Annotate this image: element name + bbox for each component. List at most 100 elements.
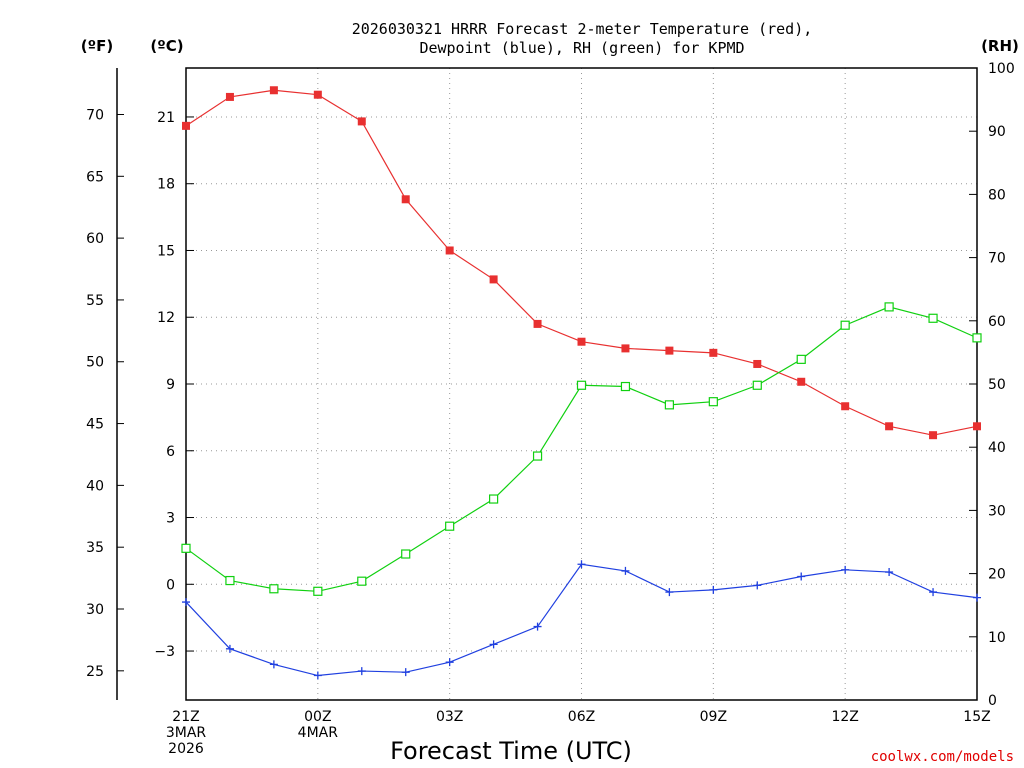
- x-tick-label: 00Z: [304, 709, 331, 725]
- x-tick-label: 4MAR: [298, 725, 339, 741]
- temperature-point: [533, 319, 542, 328]
- rh-point: [576, 380, 587, 390]
- rh-point: [225, 575, 235, 586]
- rh-tick-label: 100: [988, 61, 1015, 77]
- temperature-point: [885, 422, 894, 431]
- fahrenheit-tick-label: 25: [86, 664, 104, 680]
- rh-point: [664, 400, 674, 410]
- fahrenheit-tick-label: 70: [86, 107, 104, 123]
- temperature-point: [401, 195, 410, 204]
- rh-point: [445, 521, 455, 531]
- dewpoint-point: [841, 565, 850, 574]
- dewpoint-point: [885, 568, 894, 577]
- fahrenheit-tick-label: 60: [86, 231, 104, 247]
- temperature-point: [357, 117, 366, 126]
- temperature-point: [621, 344, 630, 353]
- temperature-point: [313, 90, 322, 99]
- rh-point: [357, 576, 367, 586]
- rh-tick-label: 90: [988, 124, 1006, 140]
- temperature-point: [489, 275, 498, 284]
- rh-point: [401, 549, 411, 559]
- celsius-tick-label: 12: [157, 310, 175, 326]
- x-tick-label: 3MAR: [166, 725, 207, 741]
- x-tick-label: 15Z: [963, 709, 990, 725]
- rh-point: [752, 380, 762, 390]
- x-tick-label: 03Z: [436, 709, 463, 725]
- celsius-tick-label: 18: [157, 177, 175, 193]
- rh-tick-label: 80: [988, 187, 1006, 203]
- grid-lines: [186, 68, 977, 700]
- x-tick-label: 12Z: [831, 709, 858, 725]
- rh-point: [181, 543, 191, 553]
- data-series: [181, 86, 982, 680]
- chart-title-line2: Dewpoint (blue), RH (green) for KPMD: [419, 39, 744, 57]
- dewpoint-point: [357, 667, 366, 676]
- rh-tick-label: 50: [988, 377, 1006, 393]
- fahrenheit-tick-label: 35: [86, 540, 104, 556]
- temperature-point: [182, 121, 190, 130]
- celsius-tick-label: 21: [157, 110, 175, 126]
- temperature-point: [665, 346, 674, 355]
- rh-tick-label: 0: [988, 693, 997, 709]
- dewpoint-point: [313, 671, 322, 680]
- temperature-point: [225, 92, 234, 101]
- rh-point: [928, 313, 938, 323]
- fahrenheit-tick-label: 50: [86, 355, 104, 371]
- celsius-tick-label: 3: [166, 511, 175, 527]
- temperature-point: [445, 246, 454, 255]
- dewpoint-point: [401, 668, 410, 677]
- rh-point: [313, 586, 323, 596]
- rh-tick-label: 20: [988, 567, 1006, 583]
- dewpoint-point: [533, 622, 542, 631]
- dewpoint-point: [973, 593, 981, 602]
- rh-tick-label: 60: [988, 314, 1006, 330]
- temperature-point: [973, 422, 981, 431]
- rh-point: [269, 584, 279, 594]
- rh-tick-label: 70: [988, 251, 1006, 267]
- temperature-point: [753, 359, 762, 368]
- dewpoint-point: [182, 598, 190, 607]
- rh-point: [620, 381, 631, 392]
- dewpoint-point: [753, 581, 762, 590]
- rh-point: [489, 494, 499, 504]
- temperature-point: [929, 431, 938, 440]
- x-tick-label: 2026: [168, 741, 204, 757]
- fahrenheit-tick-label: 55: [86, 293, 104, 309]
- celsius-unit-label: (ºC): [150, 37, 183, 55]
- dewpoint-point: [929, 588, 938, 597]
- fahrenheit-tick-label: 45: [86, 417, 104, 433]
- fahrenheit-unit-label: (ºF): [81, 37, 113, 55]
- temperature-point: [577, 337, 586, 346]
- rh-point: [884, 302, 894, 312]
- celsius-tick-label: 9: [166, 377, 175, 393]
- celsius-tick-label: 15: [157, 243, 175, 259]
- rh-unit-label: (RH): [981, 37, 1019, 55]
- temperature-point: [841, 402, 850, 411]
- rh-point: [532, 451, 543, 461]
- rh-tick-label: 30: [988, 503, 1006, 519]
- temperature-point: [269, 86, 278, 95]
- celsius-tick-label: −3: [154, 644, 175, 660]
- fahrenheit-tick-label: 65: [86, 169, 104, 185]
- dewpoint-point: [797, 572, 806, 581]
- dewpoint-point: [621, 566, 630, 575]
- fahrenheit-tick-label: 30: [86, 602, 104, 618]
- x-tick-label: 06Z: [568, 709, 595, 725]
- temperature-point: [797, 377, 806, 386]
- dewpoint-point: [445, 658, 454, 667]
- rh-point: [708, 397, 718, 407]
- rh-tick-label: 40: [988, 440, 1006, 456]
- dewpoint-point: [489, 640, 498, 649]
- chart-title-line1: 2026030321 HRRR Forecast 2-meter Tempera…: [352, 20, 813, 38]
- celsius-tick-label: 6: [166, 444, 175, 460]
- dewpoint-point: [709, 585, 718, 594]
- x-tick-label: 21Z: [172, 709, 199, 725]
- x-axis-label: Forecast Time (UTC): [390, 737, 632, 765]
- dewpoint-point: [577, 560, 586, 569]
- x-tick-label: 09Z: [700, 709, 727, 725]
- dewpoint-point: [269, 660, 278, 669]
- rh-point: [972, 333, 982, 343]
- temperature-point: [709, 348, 718, 357]
